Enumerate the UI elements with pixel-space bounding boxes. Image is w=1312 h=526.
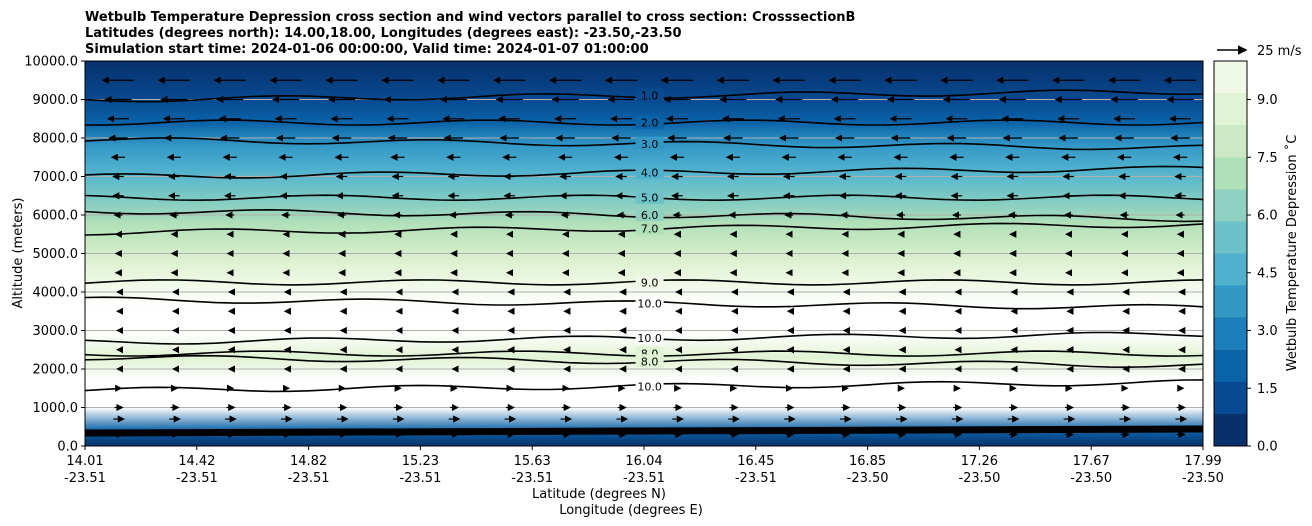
y-axis: 0.0 1000.0 2000.0 3000.0 4000.0 5000.0 6000.0 7… bbox=[24, 55, 85, 455]
x-tick-label-lat: 17.26 bbox=[961, 454, 998, 469]
contour-label: 2.0 bbox=[641, 117, 659, 130]
contour-label-bg bbox=[635, 221, 664, 235]
contour-label-bg bbox=[635, 136, 664, 150]
quiver-key-label: 25 m/s bbox=[1257, 44, 1302, 59]
contour-label: 10.0 bbox=[637, 380, 662, 393]
colorbar-scale bbox=[1213, 60, 1248, 447]
contour-label-bg bbox=[635, 296, 664, 310]
y-tick-label: 9000.0 bbox=[33, 93, 79, 108]
colorbar-tick-label: 6.0 bbox=[1257, 209, 1278, 224]
contour-label: 9.0 bbox=[641, 276, 659, 289]
x-tick-label-lat: 14.82 bbox=[290, 454, 327, 469]
y-tick-label: 10000.0 bbox=[24, 55, 78, 70]
contour-label-bg bbox=[635, 88, 664, 102]
x-tick-label-lat: 15.23 bbox=[402, 454, 439, 469]
contour-label-bg bbox=[635, 275, 664, 289]
colorbar-ticks: 0.0 1.5 3.0 4.5 6.0 7.5 9.0 bbox=[1247, 93, 1278, 455]
x-tick-label-lon: -23.50 bbox=[958, 471, 1000, 486]
x-tick-label-lon: -23.51 bbox=[735, 471, 777, 486]
x-tick-label-lat: 16.04 bbox=[625, 454, 662, 469]
x-tick-label-lat: 16.45 bbox=[737, 454, 774, 469]
y-axis-label: Altitude (meters) bbox=[11, 198, 26, 309]
contour-label-bg bbox=[635, 354, 664, 368]
contour-label-bg bbox=[635, 115, 664, 129]
colorbar-label: Wetbulb Temperature Depression ˚C bbox=[1284, 135, 1300, 372]
y-tick-label: 6000.0 bbox=[33, 209, 79, 224]
contour-label-bg bbox=[635, 331, 664, 345]
x-tick-label-lon: -23.51 bbox=[288, 471, 330, 486]
chart-title-line-2: Latitudes (degrees north): 14.00,18.00, … bbox=[85, 26, 682, 41]
contour-label: 3.0 bbox=[641, 138, 659, 151]
y-tick-label: 2000.0 bbox=[33, 363, 79, 378]
x-tick-label-lon: -23.51 bbox=[511, 471, 553, 486]
contour-label: 5.0 bbox=[641, 192, 659, 205]
x-tick-label-lat: 17.67 bbox=[1073, 454, 1110, 469]
contour-label: 10.0 bbox=[637, 298, 662, 311]
contour-labels: 1.02.03.04.05.06.07.09.010.010.08.08.010… bbox=[635, 88, 664, 393]
contour-label: 8.0 bbox=[641, 355, 659, 368]
x-tick-label-lon: -23.51 bbox=[623, 471, 665, 486]
x-axis: 14.01 -23.51 14.42 -23.51 14.82 -23.51 15.23 -2… bbox=[64, 446, 1224, 486]
plot-area: 1.02.03.04.05.06.07.09.010.010.08.08.010… bbox=[85, 61, 1203, 446]
contour-label-bg bbox=[635, 379, 664, 393]
colorbar: 0.0 1.5 3.0 4.5 6.0 7.5 9.0 bbox=[1213, 60, 1278, 455]
x-axis-label-latitude: Latitude (degrees N) bbox=[532, 487, 666, 502]
chart-title-line-3: Simulation start time: 2024-01-06 00:00:… bbox=[85, 42, 649, 57]
x-tick-label-lon: -23.51 bbox=[176, 471, 218, 486]
x-tick-label-lat: 14.42 bbox=[178, 454, 215, 469]
y-tick-label: 3000.0 bbox=[33, 324, 79, 339]
colorbar-tick-label: 3.0 bbox=[1257, 324, 1278, 339]
colorbar-tick-label: 9.0 bbox=[1257, 93, 1278, 108]
x-tick-label-lon: -23.50 bbox=[1070, 471, 1112, 486]
quiver-key: 25 m/s bbox=[1217, 44, 1302, 59]
y-tick-label: 7000.0 bbox=[33, 170, 79, 185]
colorbar-tick-label: 0.0 bbox=[1257, 440, 1278, 455]
x-tick-label-lon: -23.50 bbox=[1182, 471, 1224, 486]
x-tick-label-lon: -23.51 bbox=[64, 471, 106, 486]
x-axis-label-longitude: Longitude (degrees E) bbox=[559, 503, 703, 518]
colorbar-tick-label: 7.5 bbox=[1257, 151, 1278, 166]
x-tick-label-lat: 14.01 bbox=[66, 454, 103, 469]
contour-label: 10.0 bbox=[637, 332, 662, 345]
x-tick-label-lon: -23.50 bbox=[847, 471, 889, 486]
x-tick-label-lat: 15.63 bbox=[514, 454, 551, 469]
y-tick-label: 1000.0 bbox=[33, 401, 79, 416]
chart-title-line-1: Wetbulb Temperature Depression cross sec… bbox=[85, 10, 855, 25]
surface-contour-band bbox=[85, 425, 1203, 437]
wind-vector-field bbox=[101, 76, 1197, 439]
contour-label-bg bbox=[635, 165, 664, 179]
y-tick-label: 5000.0 bbox=[33, 247, 79, 262]
contour-label-bg bbox=[635, 208, 664, 221]
colorbar-tick-label: 1.5 bbox=[1257, 382, 1278, 397]
colorbar-tick-label: 4.5 bbox=[1257, 266, 1278, 281]
y-tick-label: 0.0 bbox=[57, 440, 78, 455]
contour-label: 6.0 bbox=[641, 209, 659, 222]
contour-label: 4.0 bbox=[641, 167, 659, 180]
contour-label-bg bbox=[635, 190, 664, 204]
x-tick-label-lon: -23.51 bbox=[399, 471, 441, 486]
y-tick-label: 4000.0 bbox=[33, 286, 79, 301]
contour-label: 7.0 bbox=[641, 222, 659, 235]
contour-label: 1.0 bbox=[641, 90, 659, 103]
x-tick-label-lat: 16.85 bbox=[849, 454, 886, 469]
y-tick-label: 8000.0 bbox=[33, 132, 79, 147]
x-tick-label-lat: 17.99 bbox=[1184, 454, 1221, 469]
